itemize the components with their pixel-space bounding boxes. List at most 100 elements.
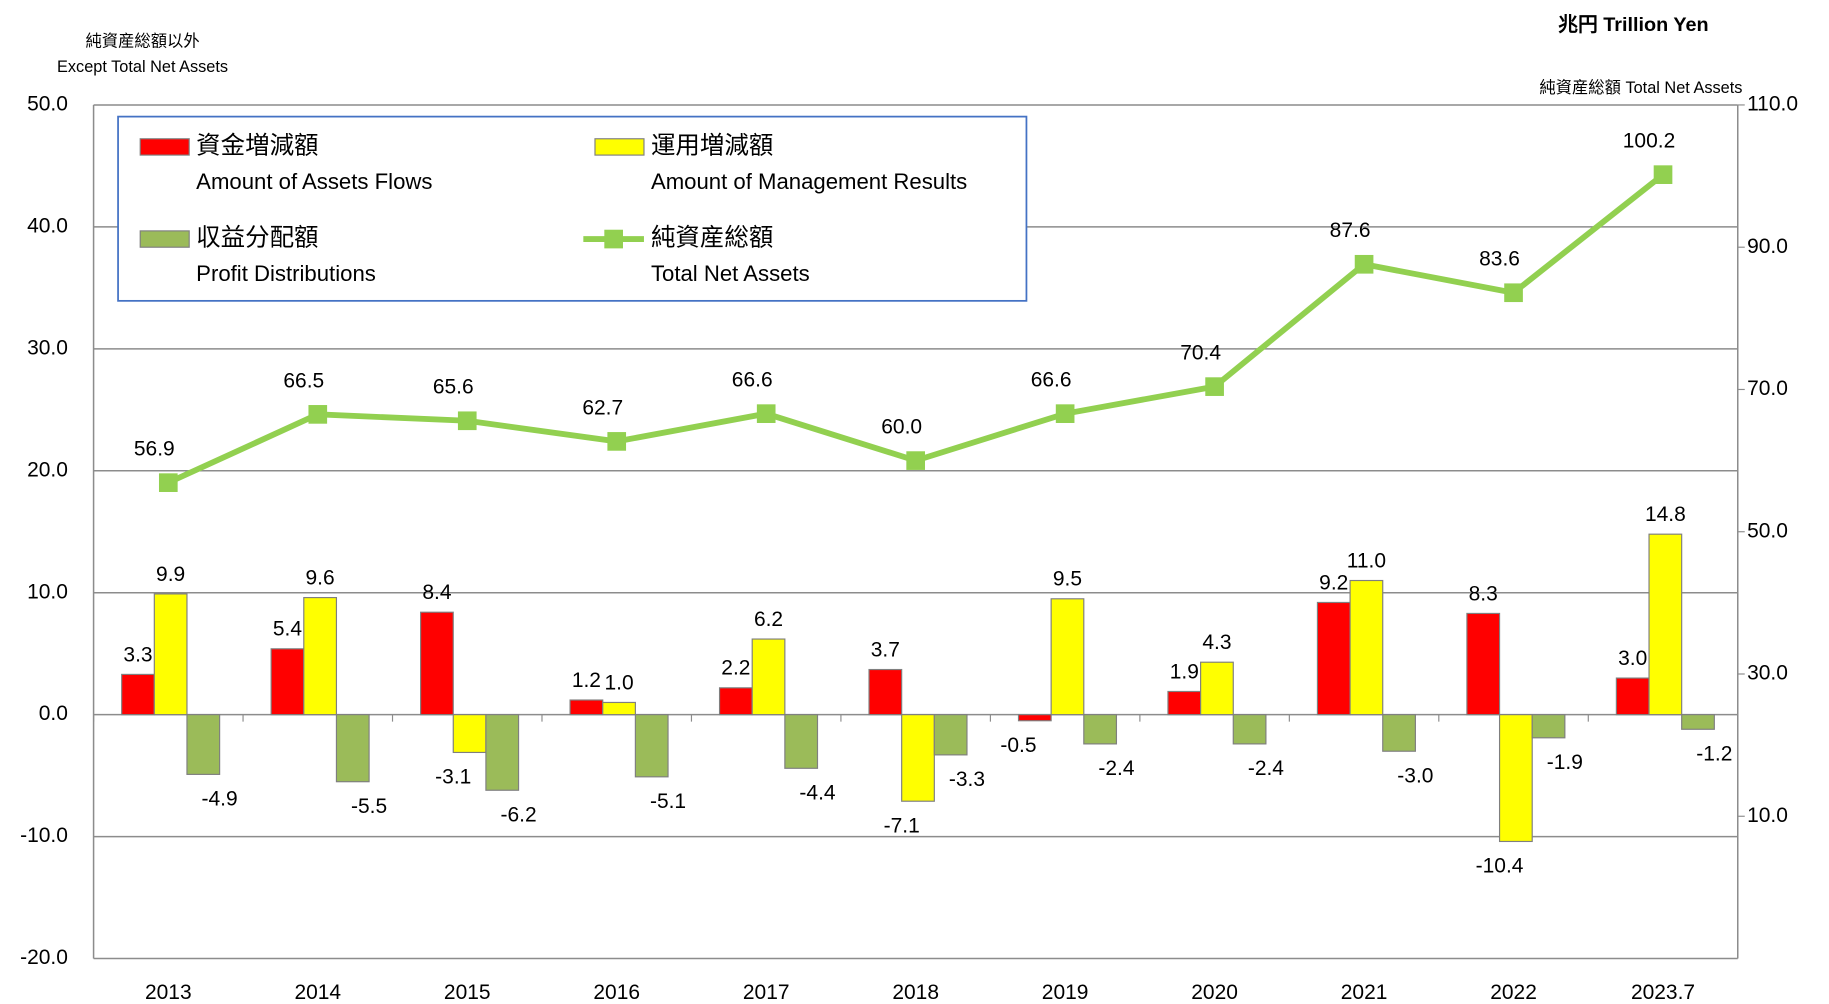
data-label: -3.1 xyxy=(435,766,471,789)
data-label: 62.7 xyxy=(582,396,623,419)
bar xyxy=(784,714,819,769)
data-label: -2.4 xyxy=(1248,757,1284,780)
bar xyxy=(270,648,305,716)
y-tick-label: 20.0 xyxy=(27,458,68,481)
data-label: -7.1 xyxy=(884,814,920,837)
x-tick-label: 2023.7 xyxy=(1631,981,1695,1004)
x-tick-label: 2018 xyxy=(892,981,939,1004)
bar xyxy=(602,701,636,716)
bar xyxy=(1232,714,1267,745)
bar xyxy=(1648,533,1683,716)
bar xyxy=(634,714,669,778)
bar xyxy=(186,714,221,775)
bar xyxy=(868,668,903,716)
legend-label-en: Amount of Management Results xyxy=(651,169,967,194)
data-label: 9.9 xyxy=(156,563,185,586)
bar xyxy=(335,714,370,783)
bar xyxy=(1531,714,1566,739)
data-label: 66.6 xyxy=(732,369,773,392)
x-tick-label: 2017 xyxy=(743,981,790,1004)
bar xyxy=(569,699,604,716)
data-label: -4.9 xyxy=(202,788,238,811)
data-label: 66.5 xyxy=(283,369,324,392)
bar xyxy=(1349,579,1384,716)
bar xyxy=(1316,601,1351,716)
x-tick-label: 2019 xyxy=(1042,981,1089,1004)
data-label: 100.2 xyxy=(1623,130,1675,153)
data-label: 4.3 xyxy=(1202,631,1231,654)
legend-label: 収益分配額 xyxy=(196,224,318,252)
data-label: -0.5 xyxy=(1000,734,1036,757)
data-label: 6.2 xyxy=(754,608,783,631)
legend-swatch xyxy=(139,138,190,156)
legend-label-en: Profit Distributions xyxy=(196,261,376,286)
legend-box xyxy=(117,115,1028,302)
y-tick-label: 10.0 xyxy=(27,580,68,603)
legend-label-en: Amount of Assets Flows xyxy=(196,169,432,194)
unit: 兆円 Trillion Yen xyxy=(1558,14,1708,36)
y-tick-label: -10.0 xyxy=(20,824,68,847)
y2-tick-label: 10.0 xyxy=(1747,804,1788,827)
note-left-en: Except Total Net Assets xyxy=(57,58,228,76)
note-right: 純資産総額 Total Net Assets xyxy=(1539,79,1742,97)
y-tick-label: 50.0 xyxy=(27,92,68,115)
x-tick-label: 2014 xyxy=(294,981,341,1004)
data-label: 8.3 xyxy=(1469,582,1498,605)
data-label: -2.4 xyxy=(1098,757,1134,780)
x-tick-label: 2020 xyxy=(1191,981,1238,1004)
legend-marker xyxy=(604,229,623,249)
y-tick-label: 30.0 xyxy=(27,336,68,359)
data-label: 65.6 xyxy=(433,376,474,399)
data-label: 9.2 xyxy=(1319,571,1348,594)
bar xyxy=(1466,612,1501,716)
bar xyxy=(718,687,753,716)
data-label: 56.9 xyxy=(134,438,175,461)
data-label: 3.3 xyxy=(123,643,152,666)
marker xyxy=(158,473,178,492)
data-label: 1.2 xyxy=(572,669,601,692)
marker xyxy=(906,451,925,470)
marker xyxy=(308,405,328,424)
data-label: -10.4 xyxy=(1476,855,1524,878)
marker xyxy=(457,411,477,431)
y2-tick-label: 50.0 xyxy=(1747,519,1788,542)
data-label: 9.5 xyxy=(1053,568,1082,591)
legend-label: 純資産総額 xyxy=(651,224,773,252)
y2-tick-label: 90.0 xyxy=(1747,235,1788,258)
y-tick-label: -20.0 xyxy=(20,946,68,969)
legend-label: 資金増減額 xyxy=(196,131,318,159)
data-label: 83.6 xyxy=(1479,248,1520,271)
bar xyxy=(1382,714,1416,752)
data-label: -3.3 xyxy=(949,768,985,791)
x-tick-label: 2016 xyxy=(593,981,640,1004)
y2-tick-label: 30.0 xyxy=(1747,662,1788,685)
bar xyxy=(1615,677,1650,716)
bar xyxy=(751,638,786,716)
data-label: -5.1 xyxy=(650,790,686,813)
y-tick-label: 0.0 xyxy=(39,702,68,725)
data-label: 87.6 xyxy=(1330,219,1371,242)
bar xyxy=(1167,690,1202,716)
marker xyxy=(756,404,776,423)
y-tick-label: 40.0 xyxy=(27,214,68,237)
data-label: 66.6 xyxy=(1031,369,1072,392)
data-label: 3.0 xyxy=(1618,647,1647,670)
data-label: -5.5 xyxy=(351,795,387,818)
data-label: 2.2 xyxy=(721,657,750,680)
y2-tick-label: 70.0 xyxy=(1747,377,1788,400)
bar xyxy=(452,714,487,754)
bar xyxy=(1200,661,1234,716)
data-label: 3.7 xyxy=(871,638,900,661)
marker xyxy=(607,432,627,451)
data-label: 9.6 xyxy=(306,566,335,589)
bar xyxy=(1017,714,1052,722)
x-tick-label: 2013 xyxy=(145,981,192,1004)
data-label: 1.0 xyxy=(604,671,633,694)
legend-swatch xyxy=(139,230,190,248)
data-label: 8.4 xyxy=(422,581,451,604)
bar xyxy=(1083,714,1118,745)
marker xyxy=(1205,377,1224,396)
x-tick-label: 2015 xyxy=(444,981,491,1004)
marker xyxy=(1504,283,1523,303)
data-label: 11.0 xyxy=(1347,549,1386,572)
